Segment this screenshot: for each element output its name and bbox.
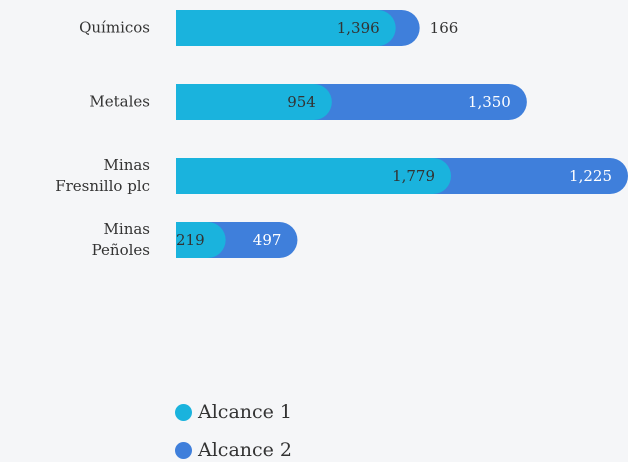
legend-item: Alcance 2 [175,439,292,461]
legend-swatch [175,441,192,459]
bar-segment [176,158,452,194]
value-label: 1,396 [337,19,380,37]
value-label: 497 [253,231,282,249]
legend-item: Alcance 1 [175,401,292,423]
value-label: 1,225 [569,167,612,185]
value-label: 1,350 [468,93,511,111]
value-label: 166 [430,19,459,37]
value-label: 954 [287,93,316,111]
legend-label: Alcance 2 [198,439,293,461]
category-label: Minas Fresnillo plc [55,156,150,195]
legend-swatch [175,403,192,421]
value-label: 1,779 [392,167,435,185]
category-label: Químicos [79,18,150,37]
bar-segment [176,84,332,120]
value-label: 219 [176,231,205,249]
category-label: Metales [89,92,150,111]
legend-label: Alcance 1 [198,401,293,423]
category-label: Minas Peñoles [91,220,150,259]
bar-segment [176,10,396,46]
bar-segment [176,222,226,258]
